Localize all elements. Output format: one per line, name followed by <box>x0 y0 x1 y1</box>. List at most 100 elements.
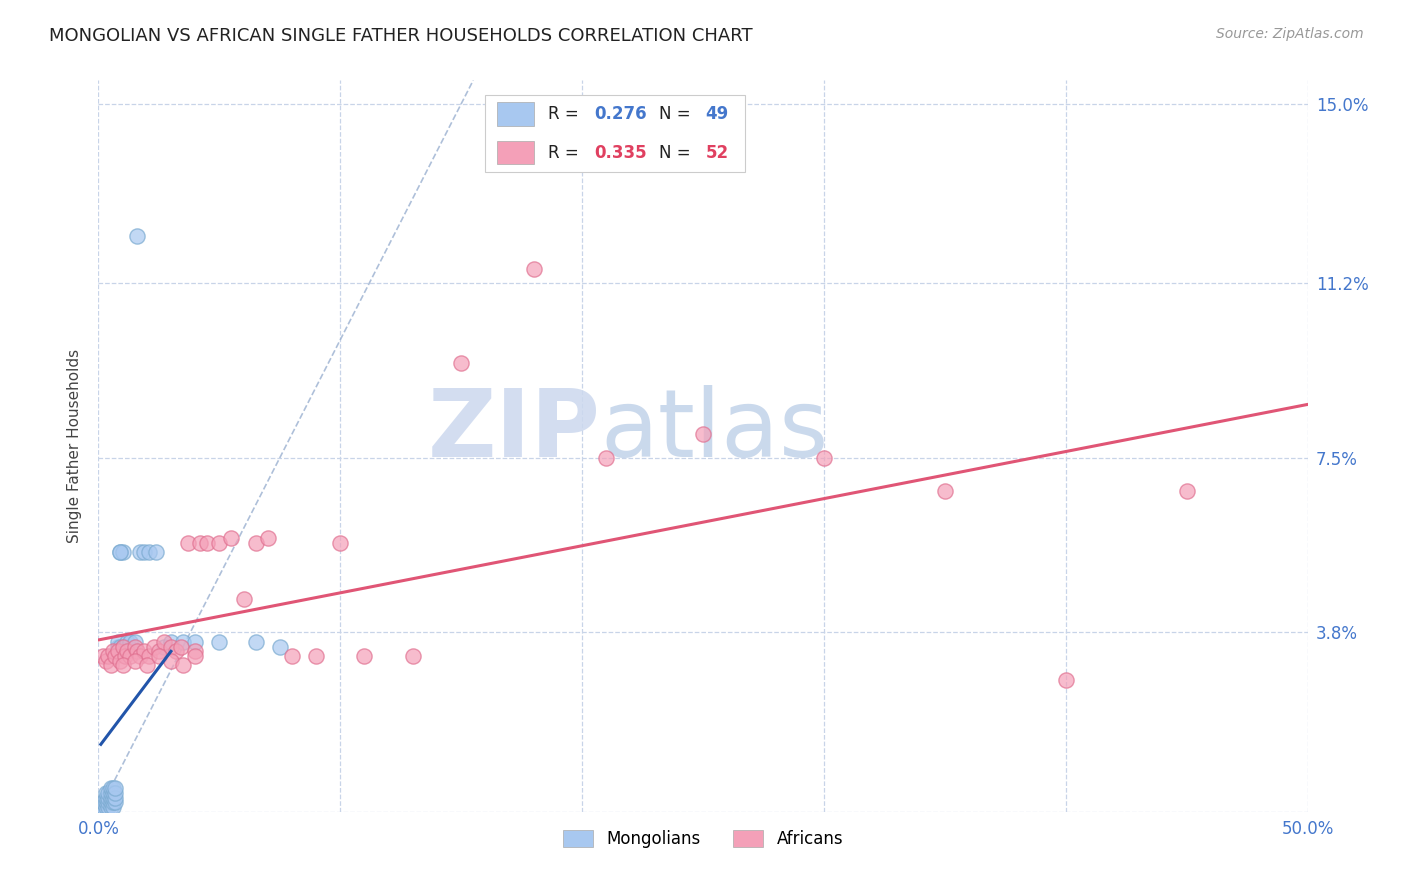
Text: Source: ZipAtlas.com: Source: ZipAtlas.com <box>1216 27 1364 41</box>
Point <box>94 790 117 805</box>
Point <box>97 648 120 663</box>
Point <box>108 545 131 559</box>
Point <box>100 781 122 796</box>
Point <box>269 640 291 654</box>
Point <box>117 635 139 649</box>
Point <box>245 635 267 649</box>
Point <box>91 800 114 814</box>
Point <box>1175 483 1198 498</box>
Point <box>1054 673 1077 687</box>
Point <box>107 640 129 654</box>
Text: R =: R = <box>548 105 585 123</box>
Point <box>104 786 127 800</box>
Point <box>91 648 114 663</box>
Point <box>595 450 617 465</box>
Text: 0.335: 0.335 <box>595 144 647 161</box>
Point <box>128 648 150 663</box>
Point <box>281 648 304 663</box>
Point <box>94 800 117 814</box>
Point <box>101 790 124 805</box>
Point <box>138 648 160 663</box>
Point <box>97 790 120 805</box>
Point <box>97 786 120 800</box>
Point <box>329 535 352 549</box>
Point <box>160 635 183 649</box>
Point <box>124 640 146 654</box>
Point <box>127 229 149 244</box>
Point <box>245 535 267 549</box>
Point <box>165 644 187 658</box>
Point <box>107 635 129 649</box>
Point <box>135 658 157 673</box>
Y-axis label: Single Father Households: Single Father Households <box>67 349 83 543</box>
Point <box>195 535 218 549</box>
Point <box>450 356 472 370</box>
Point <box>104 781 127 796</box>
Point <box>353 648 375 663</box>
Point <box>172 658 194 673</box>
Point <box>256 531 278 545</box>
Point <box>111 640 134 654</box>
Point <box>152 635 174 649</box>
Point <box>143 640 166 654</box>
Point <box>145 545 167 559</box>
Point <box>114 648 136 663</box>
Point <box>127 644 149 658</box>
Text: N =: N = <box>659 105 696 123</box>
Point <box>101 781 124 796</box>
Point <box>94 795 117 809</box>
Point <box>169 640 191 654</box>
Point <box>100 795 122 809</box>
Point <box>94 786 117 800</box>
Text: MONGOLIAN VS AFRICAN SINGLE FATHER HOUSEHOLDS CORRELATION CHART: MONGOLIAN VS AFRICAN SINGLE FATHER HOUSE… <box>49 27 752 45</box>
Point <box>152 640 174 654</box>
Text: R =: R = <box>548 144 585 161</box>
Point <box>134 644 156 658</box>
Point <box>124 654 146 668</box>
Point <box>184 635 207 649</box>
Text: atlas: atlas <box>600 385 828 477</box>
Text: 52: 52 <box>706 144 728 161</box>
Point <box>100 786 122 800</box>
Point <box>114 640 136 654</box>
Point <box>108 654 131 668</box>
Point <box>90 800 112 814</box>
Point <box>221 531 243 545</box>
Point <box>118 648 141 663</box>
Point <box>232 592 254 607</box>
Text: ZIP: ZIP <box>427 385 600 477</box>
Point <box>104 795 127 809</box>
Point <box>104 790 127 805</box>
Point <box>101 644 124 658</box>
Text: N =: N = <box>659 144 696 161</box>
Point <box>91 795 114 809</box>
Point <box>138 545 160 559</box>
Point <box>107 644 129 658</box>
Point <box>94 654 117 668</box>
Point <box>128 545 150 559</box>
Point <box>101 786 124 800</box>
Point <box>188 535 211 549</box>
Point <box>134 545 156 559</box>
Point <box>101 800 124 814</box>
Point <box>108 640 131 654</box>
Point <box>692 427 714 442</box>
Text: 49: 49 <box>706 105 728 123</box>
Bar <box>485 95 745 171</box>
Point <box>97 800 120 814</box>
Point <box>91 805 114 819</box>
Point <box>117 644 139 658</box>
Point <box>101 795 124 809</box>
Bar <box>498 103 534 126</box>
Point <box>177 535 200 549</box>
Point <box>100 790 122 805</box>
Point <box>111 640 134 654</box>
Point <box>184 644 207 658</box>
Point <box>305 648 328 663</box>
Point <box>100 800 122 814</box>
Point <box>97 795 120 809</box>
Point <box>111 658 134 673</box>
Legend: Mongolians, Africans: Mongolians, Africans <box>555 823 851 855</box>
Point <box>104 648 127 663</box>
Point <box>124 635 146 649</box>
